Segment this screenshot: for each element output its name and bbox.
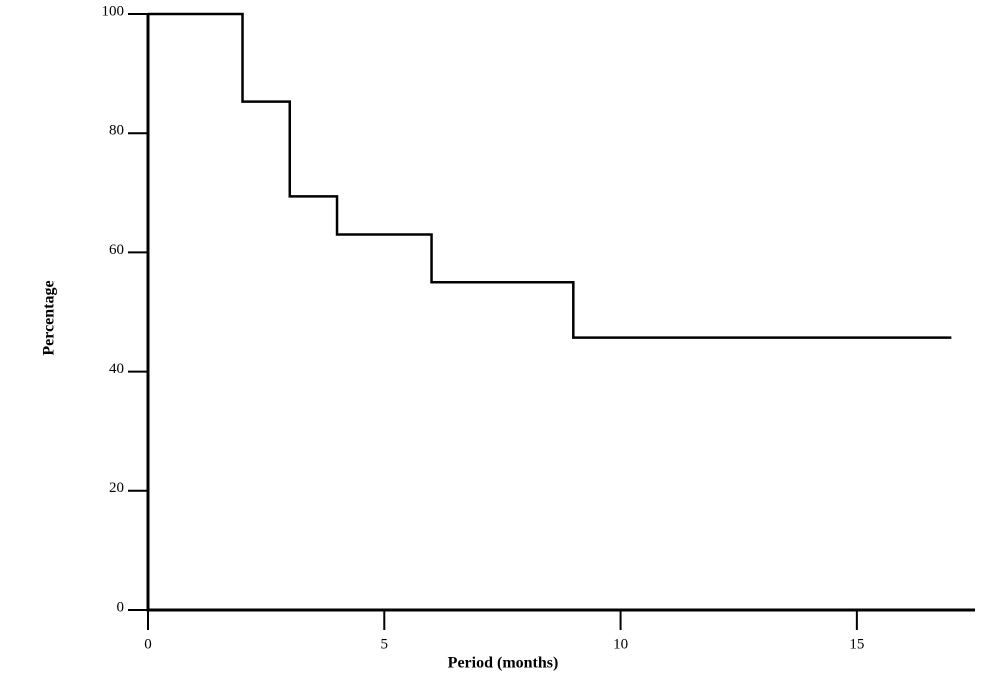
y-tick-label: 80 (109, 123, 124, 139)
y-tick-label: 60 (109, 242, 124, 258)
y-tick-label: 20 (109, 480, 124, 496)
y-tick-label: 0 (117, 599, 125, 615)
x-tick-label: 15 (849, 636, 864, 652)
y-tick-label: 40 (109, 361, 124, 377)
y-tick-label: 100 (102, 3, 125, 19)
x-axis-label: Period (months) (448, 655, 559, 672)
survival-curve (148, 12, 952, 339)
y-axis-label: Percentage (41, 280, 58, 355)
x-tick-label: 5 (381, 636, 389, 652)
x-tick-label: 10 (613, 636, 628, 652)
x-tick-label: 0 (144, 636, 152, 652)
